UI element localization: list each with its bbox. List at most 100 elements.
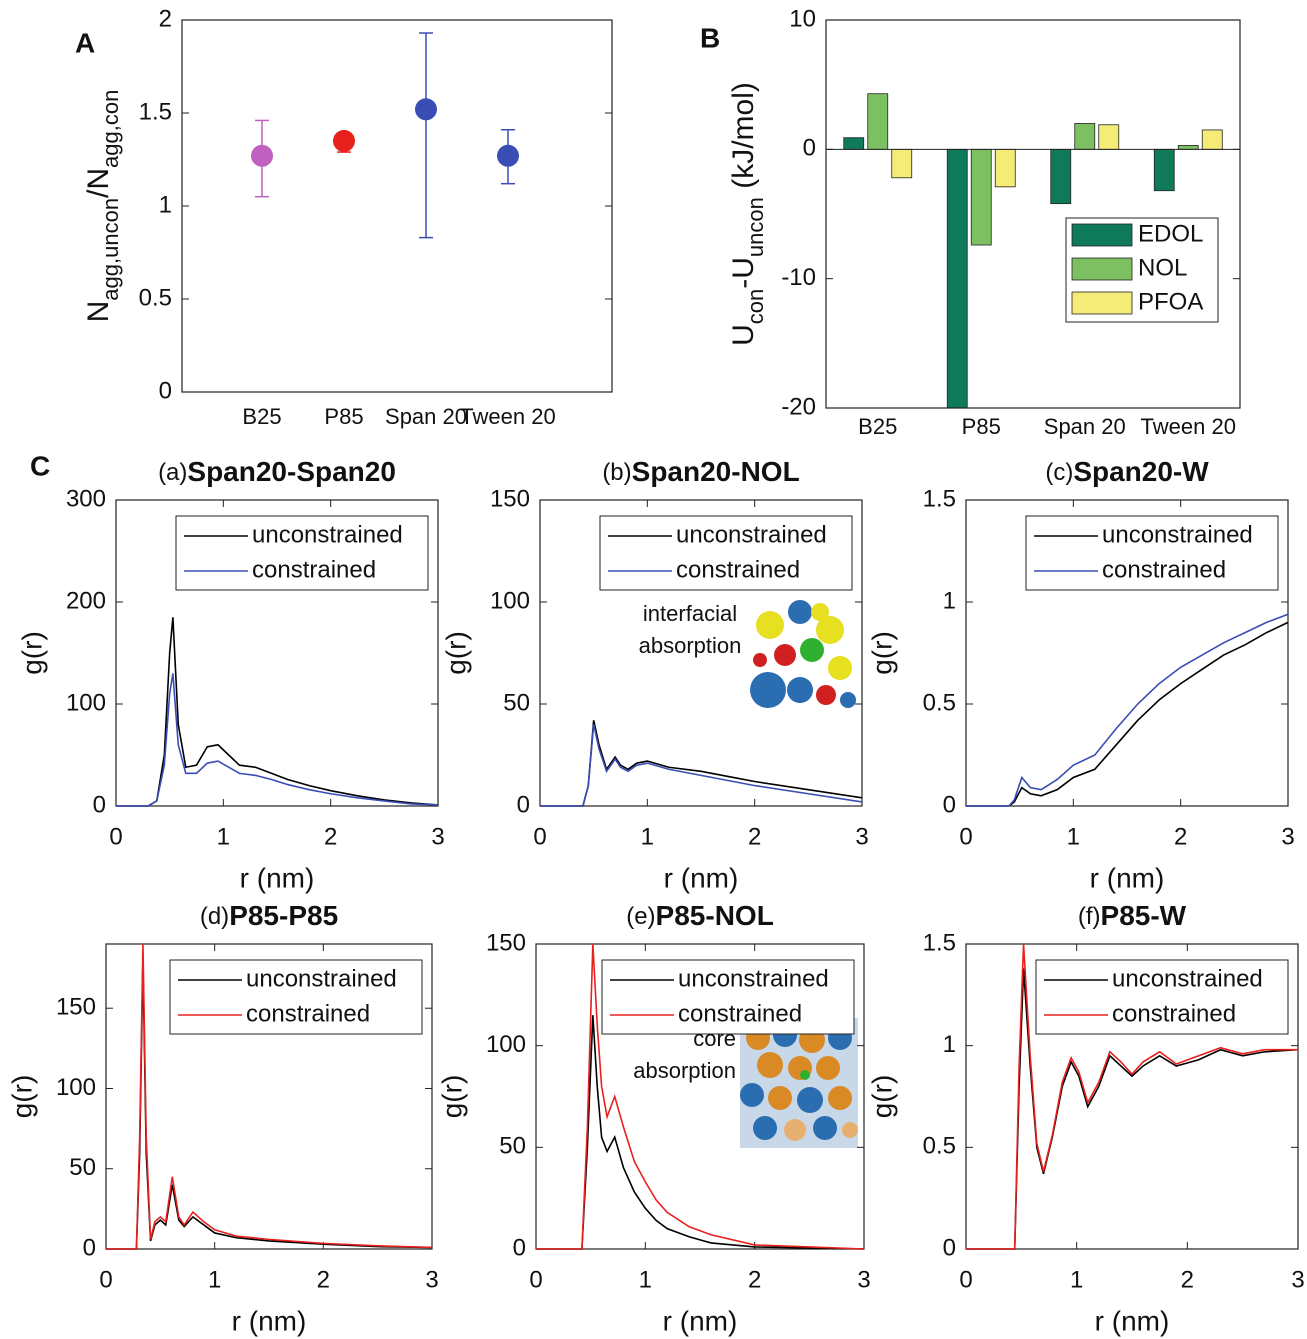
- bar: [1201, 129, 1223, 150]
- axes-frame: [105, 943, 433, 1250]
- annotation: core: [693, 1026, 736, 1051]
- legend-label: constrained: [246, 1000, 370, 1027]
- y-axis-label-part: -U: [727, 257, 760, 289]
- axes-frame: [965, 943, 1299, 1250]
- x-tick-label: B25: [858, 414, 897, 439]
- legend-label: PFOA: [1138, 288, 1203, 315]
- y-tick-label: 150: [56, 994, 96, 1021]
- x-axis-label: r (nm): [240, 862, 315, 893]
- x-tick-label: 3: [1291, 1266, 1304, 1293]
- bar: [1074, 123, 1096, 150]
- legend-box: [599, 515, 853, 591]
- x-tick-label: 3: [431, 823, 444, 850]
- point: [333, 129, 355, 152]
- series-line: [536, 943, 865, 1250]
- x-tick-label: 3: [857, 1266, 870, 1293]
- x-tick-label: Tween 20: [460, 404, 555, 429]
- legend-label: unconstrained: [676, 521, 827, 548]
- inset-image: [740, 1018, 858, 1148]
- x-tick-label: 2: [748, 1266, 761, 1293]
- title-text: P85-NOL: [656, 900, 774, 931]
- y-tick-label: 50: [503, 689, 530, 716]
- x-tick-label: 1: [1070, 1266, 1083, 1293]
- y-axis-label: g(r): [440, 631, 471, 675]
- bar: [843, 137, 865, 150]
- y-tick-label: 1.5: [139, 98, 172, 125]
- legend-label: EDOL: [1138, 220, 1203, 247]
- legend-label: NOL: [1138, 254, 1187, 281]
- axes-frame: [539, 499, 863, 807]
- title-text: Span20-W: [1073, 456, 1209, 487]
- y-tick-label: 0: [159, 377, 172, 404]
- x-tick-label: Span 20: [385, 404, 467, 429]
- y-tick-label: 1.5: [923, 929, 956, 956]
- y-tick-label: 50: [499, 1133, 526, 1160]
- y-axis-label: g(r): [866, 631, 897, 675]
- y-tick-label: 150: [486, 929, 526, 956]
- title-text: Span20-Span20: [187, 456, 396, 487]
- x-axis-label: r (nm): [232, 1305, 307, 1336]
- x-tick-label: 0: [109, 823, 122, 850]
- y-tick-label: 0: [803, 135, 816, 162]
- title-prefix: (a): [158, 459, 187, 486]
- x-axis-label: r (nm): [1095, 1305, 1170, 1336]
- bar: [1098, 124, 1120, 150]
- point: [497, 144, 519, 167]
- x-tick-label: P85: [962, 414, 1001, 439]
- y-tick-label: 1: [943, 1031, 956, 1058]
- y-tick-label: 100: [490, 587, 530, 614]
- axes-frame: [535, 943, 865, 1250]
- y-tick-label: 50: [69, 1154, 96, 1181]
- x-axis-label: r (nm): [663, 1305, 738, 1336]
- legend-swatch: [1071, 257, 1133, 281]
- title-prefix: (c): [1045, 459, 1073, 486]
- y-tick-label: -10: [781, 264, 816, 291]
- title-prefix: (e): [626, 903, 655, 930]
- legend-label: unconstrained: [1112, 965, 1263, 992]
- axes-frame: [115, 499, 439, 807]
- title-text: Span20-NOL: [632, 456, 800, 487]
- legend-label: constrained: [1102, 556, 1226, 583]
- x-tick-label: 2: [324, 823, 337, 850]
- y-axis-label: g(r): [6, 1075, 37, 1119]
- panel-label: B: [700, 22, 720, 53]
- y-axis-label-part: agg,con: [98, 90, 123, 168]
- y-axis-label: Nagg,uncon/Nagg,con: [82, 90, 123, 323]
- y-tick-label: 1: [943, 587, 956, 614]
- x-tick-label: 0: [99, 1266, 112, 1293]
- y-axis-label-part: uncon: [743, 197, 768, 257]
- bar: [1177, 145, 1199, 150]
- y-tick-label: 300: [66, 485, 106, 512]
- y-axis-label-part: agg,uncon: [98, 198, 123, 301]
- panel-label: C: [30, 450, 50, 481]
- x-tick-label: 0: [959, 823, 972, 850]
- chart-title: (c)Span20-W: [1045, 456, 1209, 487]
- y-tick-label: 0: [943, 1234, 956, 1261]
- bar: [891, 148, 913, 179]
- title-text: P85-W: [1101, 900, 1187, 931]
- legend-swatch: [1071, 223, 1133, 247]
- x-tick-label: 3: [1281, 823, 1294, 850]
- y-tick-label: 0: [83, 1234, 96, 1261]
- x-tick-label: B25: [242, 404, 281, 429]
- x-tick-label: 1: [1067, 823, 1080, 850]
- x-tick-label: 0: [529, 1266, 542, 1293]
- axes-frame: [825, 19, 1241, 409]
- legend-label: unconstrained: [246, 965, 397, 992]
- legend-swatch: [1071, 291, 1133, 315]
- x-tick-label: 3: [425, 1266, 438, 1293]
- panel-label: A: [75, 27, 95, 58]
- y-tick-label: 200: [66, 587, 106, 614]
- legend-label: constrained: [252, 556, 376, 583]
- series-line: [116, 617, 439, 807]
- series-line: [966, 943, 1298, 1250]
- title-text: P85-P85: [229, 900, 338, 931]
- x-tick-label: 1: [217, 823, 230, 850]
- chart-title: (f)P85-W: [1078, 900, 1187, 931]
- y-axis-label-part: con: [743, 289, 768, 324]
- y-tick-label: 100: [486, 1031, 526, 1058]
- bar: [867, 93, 889, 150]
- y-axis-label-part: U: [727, 324, 760, 346]
